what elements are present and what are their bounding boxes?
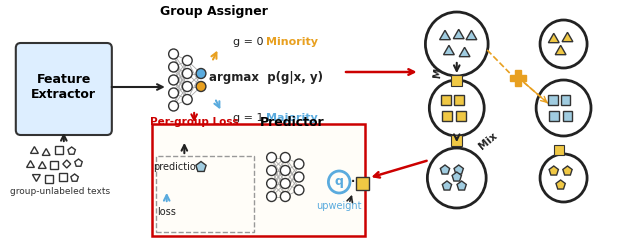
Circle shape <box>540 154 587 202</box>
Circle shape <box>540 20 587 68</box>
FancyBboxPatch shape <box>16 43 112 135</box>
Polygon shape <box>440 30 451 40</box>
Circle shape <box>182 68 192 78</box>
Text: Minority: Minority <box>266 37 317 47</box>
Circle shape <box>280 192 290 202</box>
Polygon shape <box>444 45 454 55</box>
Bar <box>356 176 369 190</box>
Bar <box>454 95 463 105</box>
Circle shape <box>169 101 179 111</box>
Circle shape <box>267 166 276 175</box>
Bar <box>554 145 564 155</box>
Polygon shape <box>457 181 467 190</box>
Polygon shape <box>453 29 464 39</box>
Polygon shape <box>454 165 463 174</box>
Circle shape <box>267 179 276 188</box>
Bar <box>451 134 462 145</box>
Bar <box>50 161 58 169</box>
Circle shape <box>169 49 179 59</box>
Bar <box>156 156 254 232</box>
Text: prediction: prediction <box>153 162 202 172</box>
Bar <box>45 175 53 183</box>
Polygon shape <box>466 30 477 40</box>
Text: Majority: Majority <box>266 113 317 123</box>
Bar <box>451 74 462 85</box>
Text: q: q <box>335 175 344 188</box>
Bar <box>548 95 557 105</box>
Bar <box>563 111 572 121</box>
Polygon shape <box>460 47 470 57</box>
Text: ·: · <box>350 174 356 192</box>
Bar <box>549 111 559 121</box>
Text: Mix: Mix <box>432 56 445 78</box>
Polygon shape <box>556 45 566 55</box>
Circle shape <box>429 80 484 136</box>
Circle shape <box>280 152 290 162</box>
Circle shape <box>182 55 192 66</box>
Circle shape <box>169 88 179 98</box>
Circle shape <box>169 75 179 85</box>
Polygon shape <box>452 172 461 181</box>
Bar <box>441 95 451 105</box>
Text: loss: loss <box>157 207 176 217</box>
Polygon shape <box>556 180 565 189</box>
Circle shape <box>182 82 192 91</box>
Text: Predictor: Predictor <box>260 115 324 128</box>
Bar <box>561 95 570 105</box>
Circle shape <box>196 82 206 91</box>
Circle shape <box>294 185 304 195</box>
Bar <box>55 146 63 154</box>
Circle shape <box>267 152 276 162</box>
Circle shape <box>426 12 488 76</box>
Text: Mix: Mix <box>477 131 500 151</box>
Text: group-unlabeled texts: group-unlabeled texts <box>10 186 110 196</box>
Text: Per-group Loss: Per-group Loss <box>150 117 239 127</box>
Polygon shape <box>442 181 452 190</box>
Text: upweight: upweight <box>316 201 362 211</box>
Circle shape <box>536 80 591 136</box>
Circle shape <box>182 95 192 104</box>
Text: g = 0: g = 0 <box>234 37 264 47</box>
Text: Feature
Extractor: Feature Extractor <box>31 73 96 101</box>
Circle shape <box>294 159 304 169</box>
Circle shape <box>169 62 179 72</box>
Circle shape <box>428 148 486 208</box>
Circle shape <box>280 179 290 188</box>
Bar <box>456 111 465 121</box>
Polygon shape <box>196 162 206 171</box>
Text: g = 1: g = 1 <box>234 113 264 123</box>
Polygon shape <box>563 166 572 175</box>
Circle shape <box>294 172 304 182</box>
FancyBboxPatch shape <box>152 124 365 236</box>
Text: argmax  p(g|x, y): argmax p(g|x, y) <box>209 72 323 84</box>
Polygon shape <box>562 32 573 42</box>
Text: Group Assigner: Group Assigner <box>160 5 268 18</box>
Polygon shape <box>548 33 559 43</box>
Polygon shape <box>549 166 559 175</box>
Circle shape <box>267 192 276 202</box>
Circle shape <box>196 68 206 78</box>
Bar <box>59 173 67 181</box>
Bar <box>442 111 452 121</box>
Circle shape <box>280 166 290 175</box>
Polygon shape <box>440 165 450 174</box>
